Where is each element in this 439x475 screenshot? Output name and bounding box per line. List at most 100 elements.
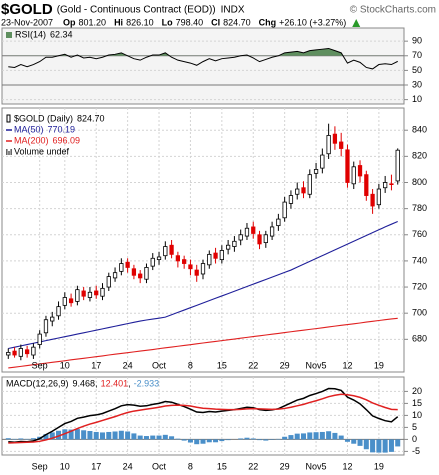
candle-body <box>31 346 36 356</box>
candle-body <box>383 182 388 189</box>
quote-value: +26.10 (+3.27%) <box>279 17 346 27</box>
histogram-bar <box>351 439 357 444</box>
x-tick-label: 12 <box>342 461 352 471</box>
histogram-bar <box>313 432 319 440</box>
legend-value: 9.468 <box>73 378 96 388</box>
candle-body <box>194 269 199 276</box>
x-tick-label: 24 <box>123 360 133 370</box>
histogram-bar <box>194 439 200 445</box>
series-line <box>8 47 398 70</box>
x-tick-label: Sep <box>32 461 48 471</box>
candle-body <box>282 201 287 219</box>
candle-body <box>332 133 338 144</box>
legend-value: 62.34 <box>50 29 73 39</box>
y-tick-label: 760 <box>412 229 427 239</box>
x-tick-label: 15 <box>217 360 227 370</box>
x-tick-label: Sep <box>32 360 48 370</box>
histogram-bar <box>43 434 49 440</box>
quote-value: 826.10 <box>126 17 154 27</box>
candle-body <box>100 287 105 297</box>
histogram-bar <box>87 431 93 440</box>
candle-body <box>94 290 99 296</box>
legend-separator: , <box>128 378 131 388</box>
series-line <box>8 393 398 444</box>
histogram-bar <box>18 438 24 440</box>
histogram-bar <box>187 439 193 443</box>
x-tick-label: 29 <box>280 461 290 471</box>
y-tick-label: 0 <box>412 434 417 444</box>
histogram-bar <box>106 431 112 440</box>
candle-body <box>326 135 331 155</box>
quote-label: Cl <box>211 17 220 27</box>
y-tick-label: 700 <box>412 308 427 318</box>
x-tick-label: 10 <box>60 461 70 471</box>
candle-body <box>251 226 256 234</box>
x-tick-label: 15 <box>217 461 227 471</box>
quote-label: Hi <box>114 17 123 27</box>
candle-body <box>175 255 181 262</box>
x-tick-label: 29 <box>280 360 290 370</box>
legend-value: 824.70 <box>77 113 105 123</box>
plot-area <box>2 108 404 372</box>
candle-body <box>112 272 118 279</box>
candle-body <box>370 193 375 207</box>
y-tick-label: 5 <box>412 422 417 432</box>
legend-label: Volume undef <box>14 146 70 156</box>
candle-body <box>225 244 231 250</box>
legend-label: MA(50) <box>14 124 44 134</box>
histogram-bar <box>175 438 181 440</box>
y-tick-label: 70 <box>412 50 422 60</box>
moving-average-line <box>8 317 398 369</box>
histogram-bar <box>99 432 106 440</box>
y-tick-label: 720 <box>412 281 427 291</box>
candle-body <box>18 348 23 357</box>
candle-body <box>351 166 356 185</box>
histogram-bar <box>162 434 168 440</box>
candle-body <box>87 291 93 298</box>
histogram-bar <box>257 439 263 441</box>
copyright: © StockCharts.com <box>350 5 436 16</box>
candle-body <box>301 187 306 194</box>
candle-body <box>313 169 319 174</box>
histogram-bar <box>250 438 256 440</box>
moving-average-line <box>8 220 398 350</box>
histogram-bar <box>118 430 124 440</box>
x-tick-label: 8 <box>188 360 193 370</box>
x-tick-label: Oct <box>152 360 167 370</box>
x-tick-label: 8 <box>188 461 193 471</box>
candle-body <box>345 149 350 183</box>
candle-body <box>138 273 143 279</box>
histogram-bar <box>81 430 87 440</box>
x-tick-label: 12 <box>342 360 352 370</box>
x-tick-label: 19 <box>374 360 384 370</box>
histogram-bar <box>169 436 175 440</box>
histogram-bar <box>137 435 143 440</box>
candle-body <box>50 316 55 322</box>
legend-icon <box>8 151 10 155</box>
legend-icon <box>6 149 8 155</box>
candle-body <box>376 188 382 206</box>
candle-body <box>37 333 42 345</box>
candle-body <box>62 297 67 306</box>
x-tick-label: 10 <box>60 360 70 370</box>
y-tick-label: 840 <box>412 125 427 135</box>
candle-body <box>188 264 193 270</box>
histogram-bar <box>370 439 376 453</box>
histogram-bar <box>376 439 382 453</box>
candle-body <box>163 246 168 257</box>
quote-label: Chg <box>259 17 277 27</box>
histogram-bar <box>382 439 388 453</box>
legend-value: 770.19 <box>48 124 76 134</box>
panel-frame <box>1 107 405 373</box>
histogram-bar <box>200 439 206 444</box>
candle-body <box>81 290 86 297</box>
y-tick-label: 15 <box>412 398 422 408</box>
y-tick-label: 10 <box>412 410 422 420</box>
x-tick-label: Nov5 <box>306 461 327 471</box>
x-tick-label: 24 <box>123 461 133 471</box>
histogram-bar <box>388 439 394 452</box>
legend-label: $GOLD (Daily) <box>14 113 73 123</box>
histogram-bar <box>181 439 187 441</box>
candle-body <box>207 253 212 266</box>
